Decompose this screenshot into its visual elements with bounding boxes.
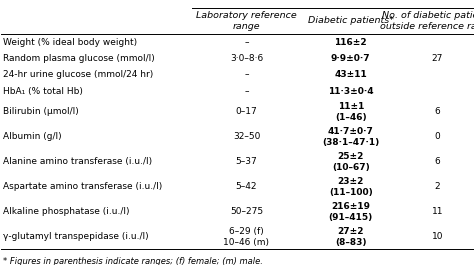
Text: 10: 10: [431, 232, 443, 241]
Text: 6–29 (f)
10–46 (m): 6–29 (f) 10–46 (m): [223, 227, 270, 247]
Text: Alanine amino transferase (i.u./l): Alanine amino transferase (i.u./l): [3, 157, 153, 166]
Text: 3·0–8·6: 3·0–8·6: [230, 54, 263, 63]
Text: 0: 0: [434, 132, 440, 141]
Text: 216±19
(91–415): 216±19 (91–415): [328, 202, 373, 222]
Text: 116±2: 116±2: [335, 38, 367, 47]
Text: 43±11: 43±11: [334, 70, 367, 80]
Text: * Figures in parenthesis indicate ranges; (f) female; (m) male.: * Figures in parenthesis indicate ranges…: [3, 257, 263, 265]
Text: 25±2
(10–67): 25±2 (10–67): [332, 152, 370, 172]
Text: Albumin (g/l): Albumin (g/l): [3, 132, 62, 141]
Text: γ-glutamyl transpepidase (i.u./l): γ-glutamyl transpepidase (i.u./l): [3, 232, 149, 241]
Text: –: –: [244, 38, 249, 47]
Text: 41·7±0·7
(38·1–47·1): 41·7±0·7 (38·1–47·1): [322, 127, 379, 147]
Text: Random plasma glucose (mmol/l): Random plasma glucose (mmol/l): [3, 54, 155, 63]
Text: 24-hr urine glucose (mmol/24 hr): 24-hr urine glucose (mmol/24 hr): [3, 70, 154, 80]
Text: 50–275: 50–275: [230, 207, 263, 216]
Text: Laboratory reference
range: Laboratory reference range: [196, 11, 297, 31]
Text: Bilirubin (μmol/l): Bilirubin (μmol/l): [3, 107, 79, 116]
Text: 27: 27: [432, 54, 443, 63]
Text: 5–42: 5–42: [236, 182, 257, 191]
Text: Aspartate amino transferase (i.u./l): Aspartate amino transferase (i.u./l): [3, 182, 163, 191]
Text: 11±1
(1–46): 11±1 (1–46): [335, 102, 366, 122]
Text: 0–17: 0–17: [236, 107, 257, 116]
Text: No. of diabetic patients
outside reference range: No. of diabetic patients outside referen…: [380, 11, 474, 31]
Text: 11·3±0·4: 11·3±0·4: [328, 87, 374, 96]
Text: 23±2
(11–100): 23±2 (11–100): [329, 177, 373, 197]
Text: 11: 11: [431, 207, 443, 216]
Text: 6: 6: [434, 157, 440, 166]
Text: 6: 6: [434, 107, 440, 116]
Text: 5–37: 5–37: [236, 157, 257, 166]
Text: 2: 2: [435, 182, 440, 191]
Text: Diabetic patients*: Diabetic patients*: [308, 16, 394, 25]
Text: HbA₁ (% total Hb): HbA₁ (% total Hb): [3, 87, 83, 96]
Text: Alkaline phosphatase (i.u./l): Alkaline phosphatase (i.u./l): [3, 207, 130, 216]
Text: 27±2
(8–83): 27±2 (8–83): [335, 227, 366, 247]
Text: 32–50: 32–50: [233, 132, 260, 141]
Text: –: –: [244, 70, 249, 80]
Text: –: –: [244, 87, 249, 96]
Text: Weight (% ideal body weight): Weight (% ideal body weight): [3, 38, 137, 47]
Text: 9·9±0·7: 9·9±0·7: [331, 54, 371, 63]
